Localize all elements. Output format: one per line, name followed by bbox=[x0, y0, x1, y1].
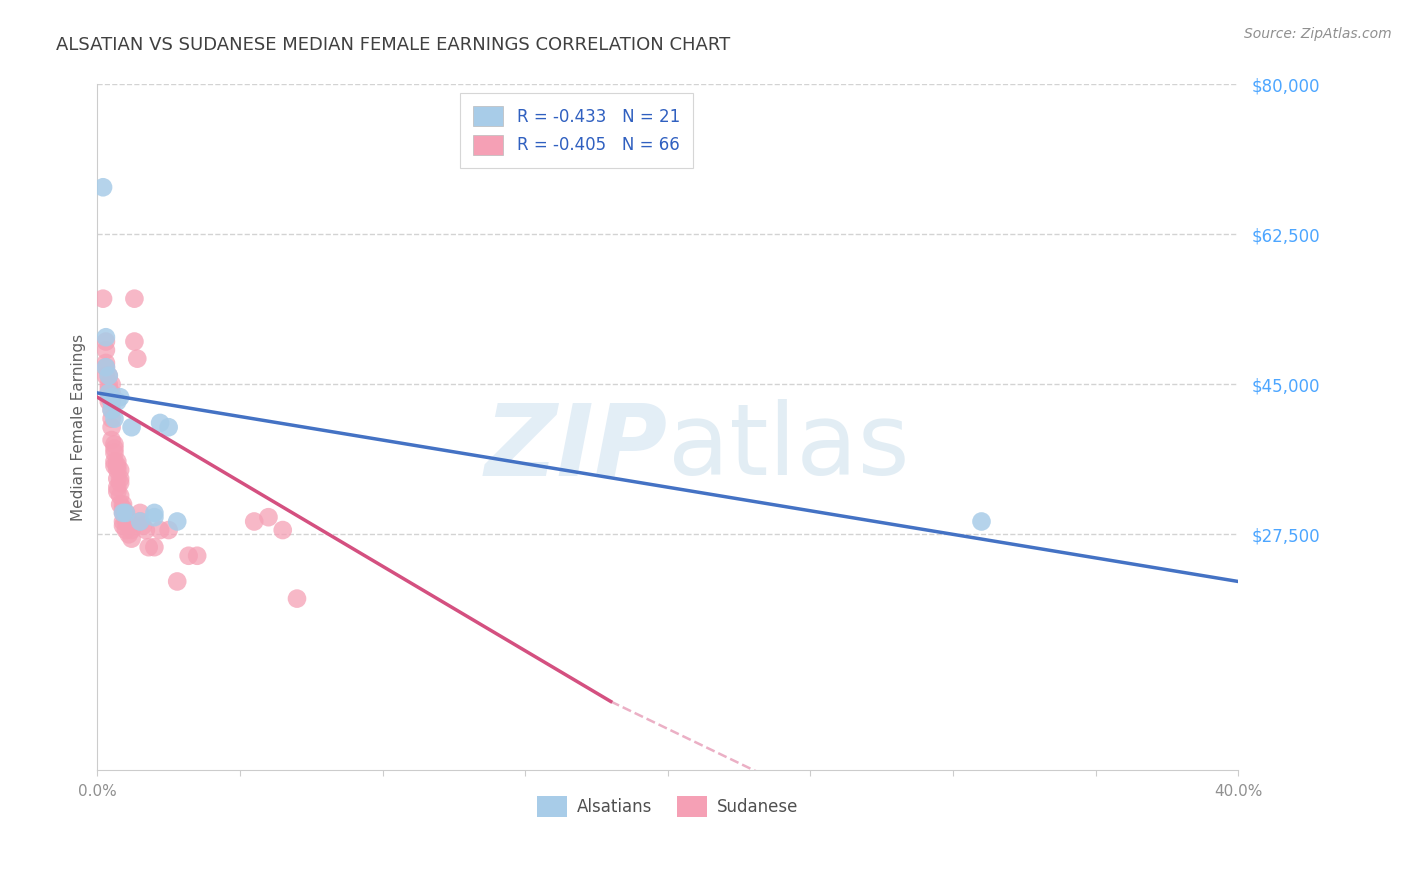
Text: atlas: atlas bbox=[668, 400, 910, 496]
Point bbox=[105, 458, 128, 473]
Point bbox=[111, 497, 134, 511]
Point bbox=[94, 330, 117, 344]
Y-axis label: Median Female Earnings: Median Female Earnings bbox=[72, 334, 86, 521]
Point bbox=[97, 377, 120, 392]
Point bbox=[271, 523, 294, 537]
Point bbox=[118, 527, 141, 541]
Point bbox=[124, 334, 146, 349]
Point bbox=[115, 515, 138, 529]
Point bbox=[111, 518, 134, 533]
Text: Source: ZipAtlas.com: Source: ZipAtlas.com bbox=[1244, 27, 1392, 41]
Point bbox=[132, 518, 155, 533]
Point bbox=[103, 442, 125, 456]
Point bbox=[186, 549, 208, 563]
Point bbox=[91, 292, 114, 306]
Point bbox=[129, 515, 152, 529]
Point bbox=[100, 403, 122, 417]
Point bbox=[127, 351, 149, 366]
Point bbox=[100, 386, 122, 401]
Point bbox=[103, 458, 125, 473]
Point bbox=[124, 292, 146, 306]
Point bbox=[97, 390, 120, 404]
Point bbox=[108, 497, 131, 511]
Point bbox=[100, 411, 122, 425]
Point bbox=[94, 334, 117, 349]
Point bbox=[149, 523, 172, 537]
Point bbox=[111, 506, 134, 520]
Point bbox=[115, 506, 138, 520]
Point bbox=[143, 506, 166, 520]
Point bbox=[257, 510, 280, 524]
Point bbox=[97, 394, 120, 409]
Point bbox=[118, 515, 141, 529]
Point bbox=[94, 368, 117, 383]
Point bbox=[100, 394, 122, 409]
Point bbox=[100, 377, 122, 392]
Point bbox=[103, 454, 125, 468]
Point bbox=[121, 420, 143, 434]
Point bbox=[97, 368, 120, 383]
Point bbox=[129, 515, 152, 529]
Point bbox=[108, 390, 131, 404]
Point bbox=[97, 368, 120, 383]
Point bbox=[143, 510, 166, 524]
Point bbox=[100, 394, 122, 409]
Point bbox=[243, 515, 266, 529]
Point bbox=[108, 463, 131, 477]
Point bbox=[115, 523, 138, 537]
Legend: Alsatians, Sudanese: Alsatians, Sudanese bbox=[530, 789, 806, 823]
Point bbox=[129, 506, 152, 520]
Point bbox=[143, 540, 166, 554]
Point bbox=[108, 472, 131, 486]
Point bbox=[105, 454, 128, 468]
Point bbox=[138, 540, 160, 554]
Point bbox=[135, 523, 157, 537]
Point bbox=[166, 574, 188, 589]
Text: ALSATIAN VS SUDANESE MEDIAN FEMALE EARNINGS CORRELATION CHART: ALSATIAN VS SUDANESE MEDIAN FEMALE EARNI… bbox=[56, 36, 731, 54]
Point bbox=[121, 532, 143, 546]
Point bbox=[97, 386, 120, 401]
Point bbox=[100, 433, 122, 447]
Point bbox=[177, 549, 200, 563]
Point bbox=[108, 489, 131, 503]
Point bbox=[111, 515, 134, 529]
Point bbox=[105, 463, 128, 477]
Point bbox=[157, 420, 180, 434]
Point bbox=[91, 180, 114, 194]
Point bbox=[111, 506, 134, 520]
Point bbox=[103, 446, 125, 460]
Point bbox=[105, 472, 128, 486]
Point bbox=[105, 484, 128, 499]
Point bbox=[100, 403, 122, 417]
Point bbox=[103, 411, 125, 425]
Point bbox=[103, 437, 125, 451]
Point bbox=[115, 506, 138, 520]
Point bbox=[94, 360, 117, 375]
Point bbox=[100, 390, 122, 404]
Point bbox=[285, 591, 308, 606]
Point bbox=[94, 343, 117, 357]
Point bbox=[97, 386, 120, 401]
Point bbox=[166, 515, 188, 529]
Point bbox=[94, 356, 117, 370]
Point bbox=[111, 501, 134, 516]
Point bbox=[115, 510, 138, 524]
Point bbox=[108, 475, 131, 490]
Point bbox=[105, 480, 128, 494]
Point bbox=[149, 416, 172, 430]
Point bbox=[105, 394, 128, 409]
Point bbox=[100, 420, 122, 434]
Text: ZIP: ZIP bbox=[485, 400, 668, 496]
Point bbox=[94, 360, 117, 375]
Point bbox=[157, 523, 180, 537]
Point bbox=[121, 523, 143, 537]
Point bbox=[97, 382, 120, 396]
Point bbox=[970, 515, 993, 529]
